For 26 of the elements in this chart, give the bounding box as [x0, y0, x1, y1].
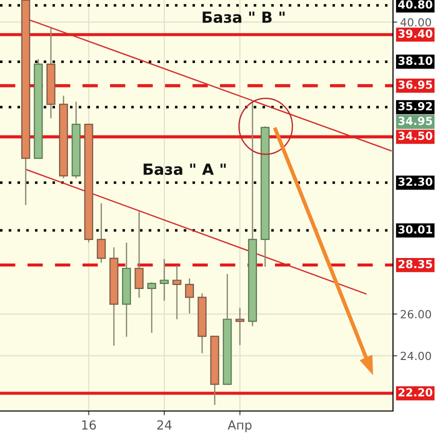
- ref-line-label: 38.10: [398, 56, 432, 65]
- y-tick-label: 40.00: [400, 18, 432, 26]
- ref-line-label: 28.35: [398, 260, 432, 268]
- ref-line-label: 36.95: [398, 80, 432, 89]
- text: 34.95: [398, 116, 432, 126]
- x-tick-label: Апр: [228, 420, 252, 432]
- ref-line-label: 34.50: [398, 132, 432, 140]
- ref-line-label: 32.30: [398, 177, 432, 186]
- y-tick-label: 24.00: [400, 352, 432, 360]
- candlestick: [147, 282, 156, 334]
- candlestick: [172, 265, 182, 320]
- annotation: База " B ": [202, 12, 285, 23]
- ref-line-label: 22.20: [398, 388, 432, 396]
- candlestick: [160, 258, 169, 302]
- x-tick-label: 16: [82, 420, 96, 430]
- candlestick: [134, 211, 144, 298]
- annotation: База " A ": [144, 164, 226, 175]
- ref-line-label: 40.80: [398, 0, 432, 9]
- candlestick: [235, 307, 244, 346]
- y-tick-label: 26.00: [400, 310, 432, 318]
- ref-line-label: 35.92: [398, 102, 432, 110]
- candlestick: [185, 278, 194, 314]
- ref-line-label: 30.01: [398, 225, 432, 234]
- x-tick-label: 24: [157, 420, 172, 430]
- ref-line-label: 39.40: [398, 29, 432, 38]
- candlestick: [96, 202, 106, 264]
